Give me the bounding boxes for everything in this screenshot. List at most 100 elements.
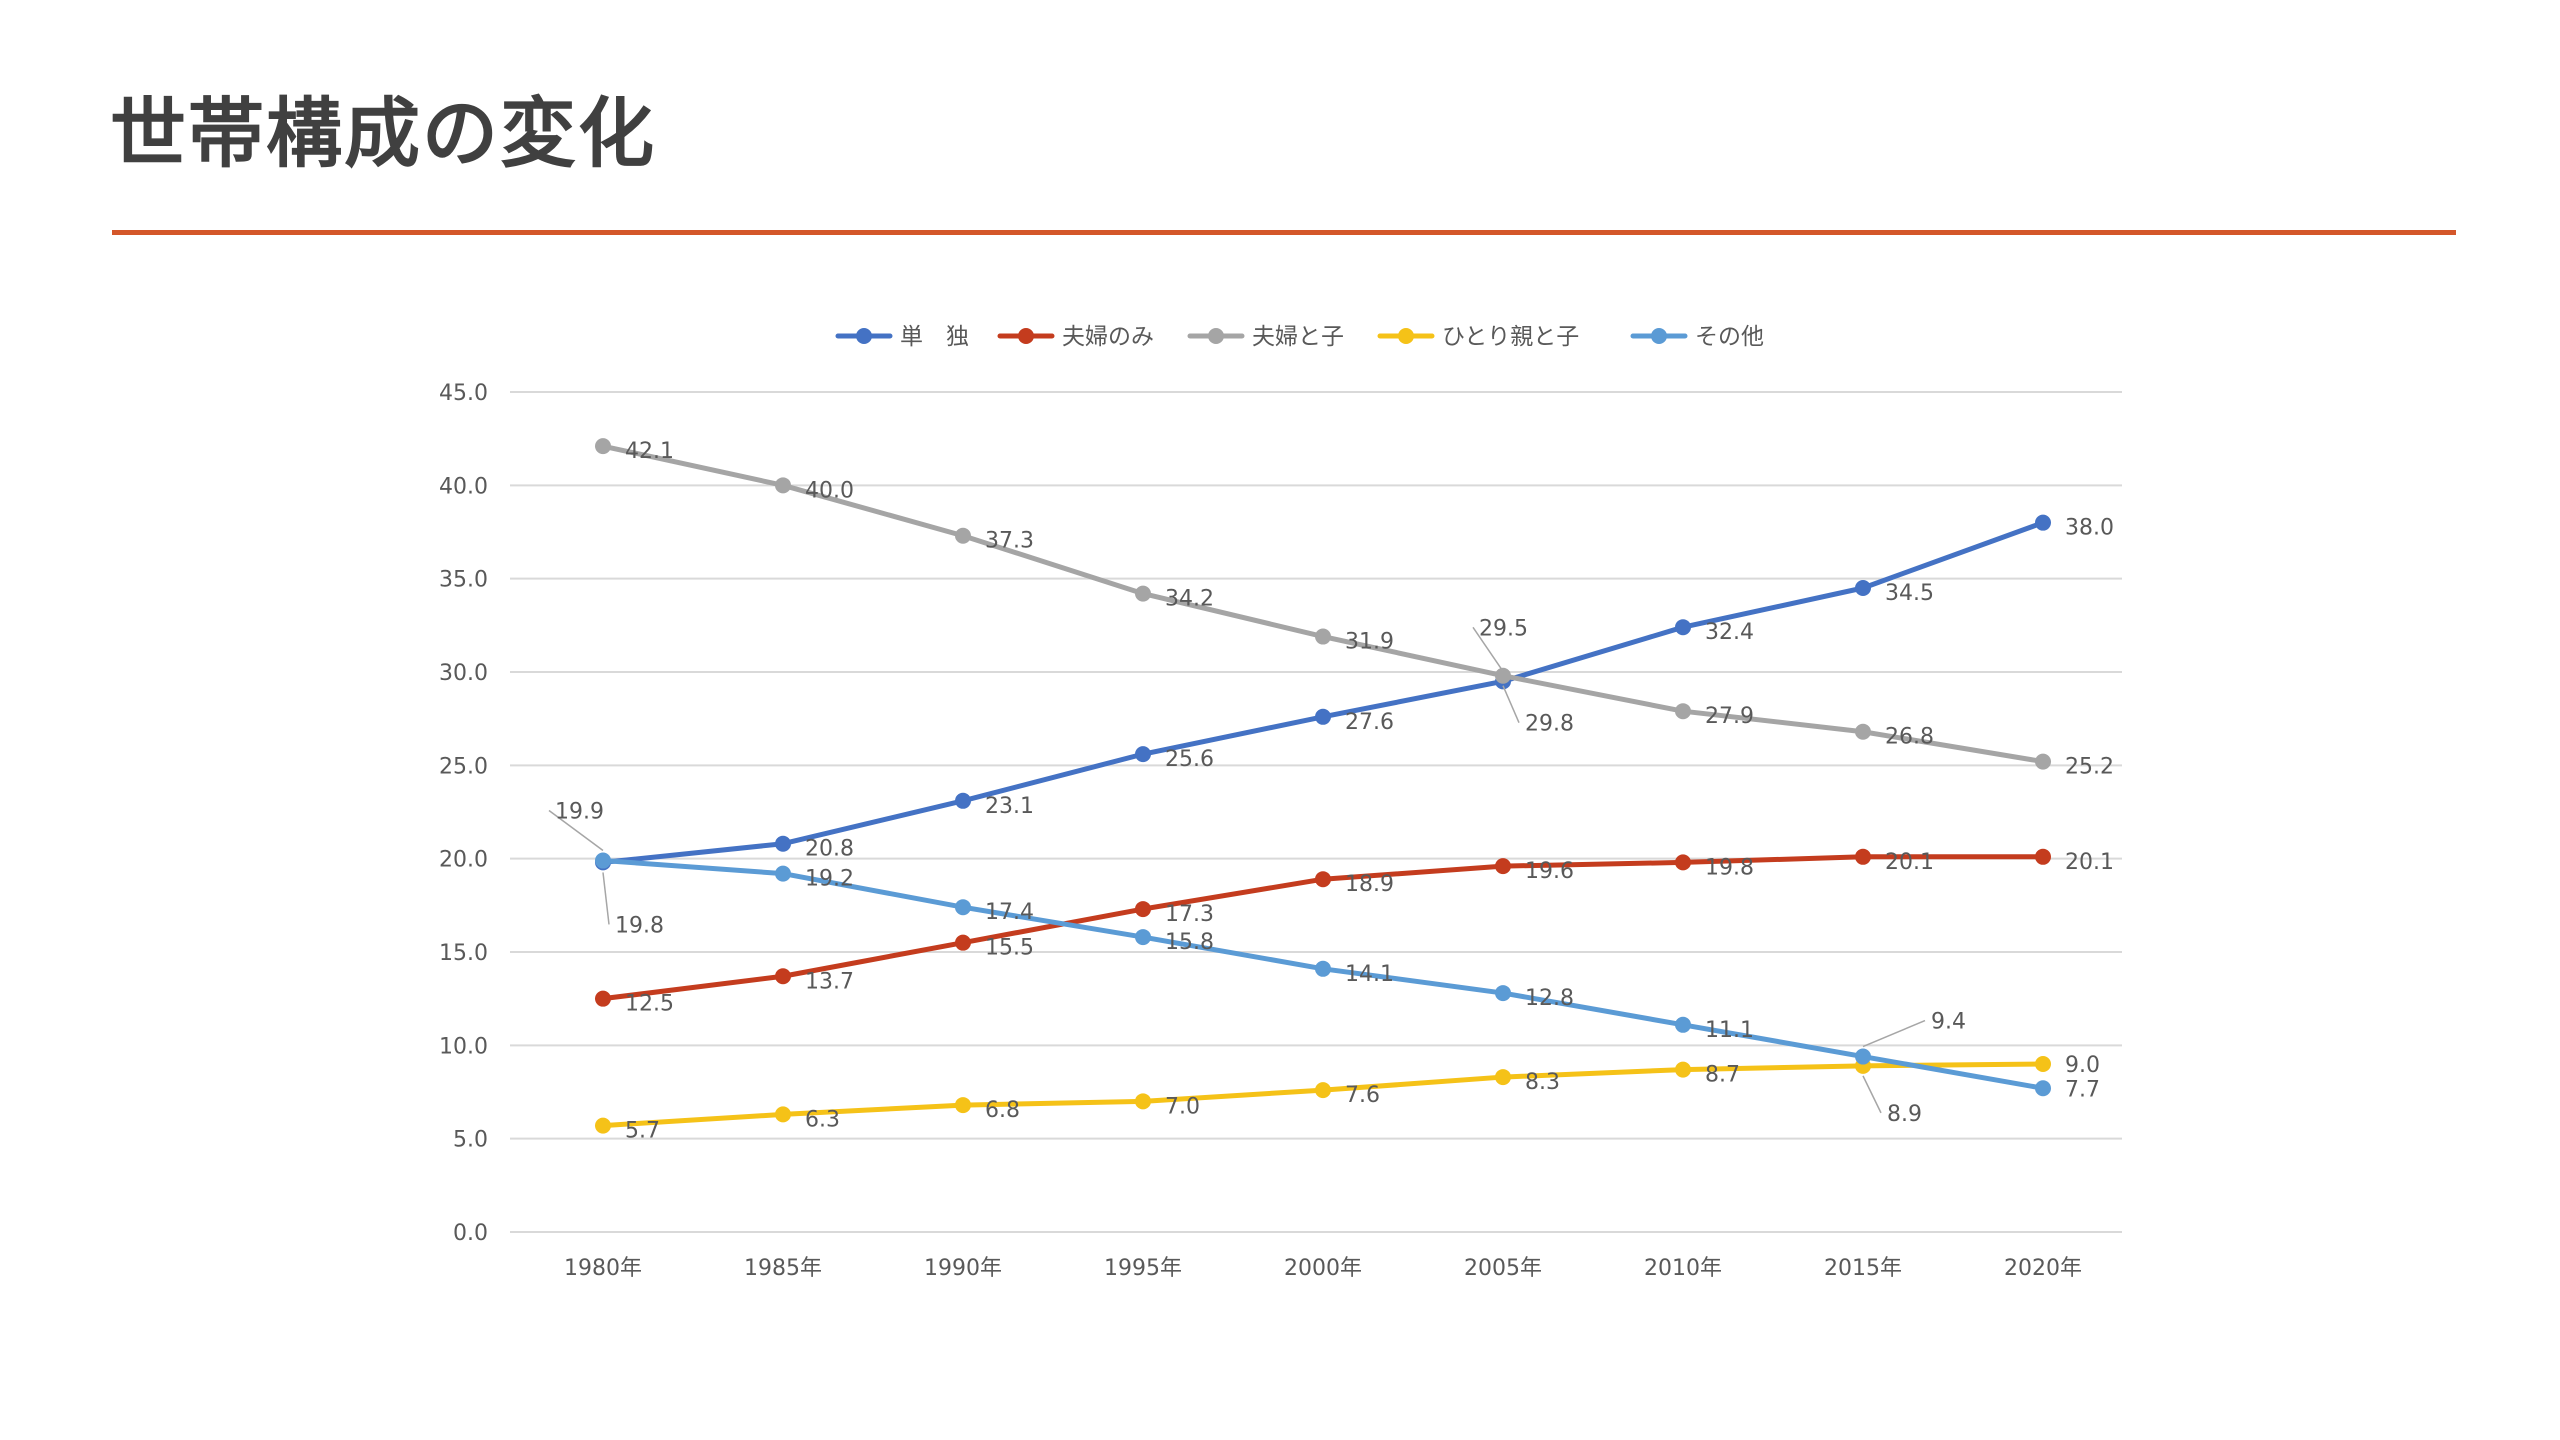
data-label: 31.9 bbox=[1345, 630, 1394, 655]
data-label: 7.0 bbox=[1165, 1094, 1200, 1119]
x-tick-label: 1990年 bbox=[924, 1256, 1002, 1281]
label-leader-line bbox=[1862, 1019, 1926, 1048]
data-point bbox=[2035, 1080, 2051, 1097]
data-label: 19.6 bbox=[1525, 859, 1574, 884]
data-point bbox=[1315, 1082, 1331, 1099]
data-label: 20.8 bbox=[805, 837, 854, 862]
legend-label: 夫婦と子 bbox=[1252, 324, 1344, 350]
label-leader-line bbox=[602, 872, 610, 925]
legend-item-1[interactable]: 夫婦のみ bbox=[997, 324, 1154, 350]
data-point bbox=[595, 1117, 611, 1134]
x-tick-label: 2015年 bbox=[1824, 1256, 1902, 1281]
data-label: 20.1 bbox=[1885, 850, 1934, 875]
data-label: 9.0 bbox=[2065, 1053, 2100, 1078]
x-tick-label: 1985年 bbox=[744, 1256, 822, 1281]
data-point bbox=[595, 438, 611, 455]
data-label: 23.1 bbox=[985, 794, 1034, 819]
data-point bbox=[1315, 708, 1331, 725]
data-point bbox=[2035, 753, 2051, 770]
data-point bbox=[775, 835, 791, 852]
data-label: 27.9 bbox=[1705, 704, 1754, 729]
data-label: 12.8 bbox=[1525, 986, 1574, 1011]
data-label: 11.1 bbox=[1705, 1018, 1754, 1043]
label-leader-line bbox=[1472, 626, 1504, 672]
data-point bbox=[1675, 854, 1691, 871]
data-label: 6.3 bbox=[805, 1107, 840, 1132]
y-tick-label: 20.0 bbox=[439, 848, 488, 873]
data-label: 40.0 bbox=[805, 478, 854, 503]
y-tick-label: 15.0 bbox=[439, 941, 488, 966]
data-point bbox=[775, 1106, 791, 1123]
data-label: 8.3 bbox=[1525, 1070, 1560, 1095]
data-label: 26.8 bbox=[1885, 725, 1934, 750]
y-tick-label: 30.0 bbox=[439, 661, 488, 686]
data-point bbox=[1855, 848, 1871, 865]
data-point bbox=[1135, 746, 1151, 763]
data-label: 14.1 bbox=[1345, 962, 1394, 987]
legend-item-2[interactable]: 夫婦と子 bbox=[1187, 324, 1344, 350]
legend-item-0[interactable]: 単 独 bbox=[835, 324, 969, 350]
data-label: 29.8 bbox=[1525, 712, 1574, 737]
label-leader-line bbox=[548, 809, 604, 852]
legend-swatch-marker bbox=[856, 328, 872, 344]
data-label: 19.8 bbox=[615, 913, 664, 938]
legend-swatch-marker bbox=[1651, 328, 1667, 344]
legend-label: その他 bbox=[1695, 324, 1764, 350]
title-underline bbox=[112, 230, 2456, 235]
data-point bbox=[1855, 580, 1871, 596]
x-tick-label: 1995年 bbox=[1104, 1256, 1182, 1281]
legend-item-3[interactable]: ひとり親と子 bbox=[1377, 324, 1579, 350]
data-point bbox=[1135, 585, 1151, 602]
label-leader-line bbox=[1862, 1075, 1882, 1114]
legend[interactable]: 単 独 夫婦のみ 夫婦と子 ひとり親と子 その他 bbox=[835, 324, 1764, 350]
legend-label: 夫婦のみ bbox=[1062, 324, 1154, 350]
gridlines bbox=[510, 391, 2122, 1233]
x-tick-label: 2000年 bbox=[1284, 1256, 1362, 1281]
x-tick-label: 2020年 bbox=[2004, 1256, 2082, 1281]
data-point bbox=[1495, 985, 1511, 1002]
legend-label: 単 独 bbox=[900, 324, 969, 350]
y-tick-label: 0.0 bbox=[453, 1221, 488, 1246]
data-label: 34.5 bbox=[1885, 581, 1934, 606]
y-axis-ticks: 0.0 5.0 10.0 15.0 20.0 25.0 30.0 35.0 40.0 45.0 bbox=[439, 381, 488, 1246]
data-point bbox=[1135, 901, 1151, 918]
legend-item-4[interactable]: その他 bbox=[1630, 324, 1764, 350]
slide-title: 世帯構成の変化 bbox=[110, 89, 656, 178]
data-label: 25.2 bbox=[2065, 755, 2114, 780]
legend-swatch-marker bbox=[1208, 328, 1224, 344]
data-point bbox=[1495, 667, 1511, 684]
data-label: 9.4 bbox=[1931, 1010, 1966, 1035]
data-label: 19.2 bbox=[805, 867, 854, 892]
data-label: 38.0 bbox=[2065, 516, 2114, 541]
data-label: 13.7 bbox=[805, 969, 854, 994]
data-label: 34.2 bbox=[1165, 587, 1214, 612]
data-label: 19.9 bbox=[555, 800, 604, 825]
data-point bbox=[1315, 960, 1331, 977]
data-label: 17.3 bbox=[1165, 902, 1214, 927]
data-label: 7.7 bbox=[2065, 1077, 2100, 1102]
data-point bbox=[775, 865, 791, 882]
data-point bbox=[1135, 1093, 1151, 1110]
y-tick-label: 40.0 bbox=[439, 474, 488, 499]
x-tick-label: 1980年 bbox=[564, 1256, 642, 1281]
legend-label: ひとり親と子 bbox=[1442, 324, 1579, 350]
data-label: 15.8 bbox=[1165, 930, 1214, 955]
data-point bbox=[955, 527, 971, 544]
data-point bbox=[595, 990, 611, 1007]
data-label: 32.4 bbox=[1705, 620, 1754, 645]
data-label: 12.5 bbox=[625, 992, 674, 1017]
y-tick-label: 45.0 bbox=[439, 381, 488, 406]
data-point bbox=[2035, 848, 2051, 865]
data-label: 15.5 bbox=[985, 936, 1034, 961]
data-point bbox=[1675, 1016, 1691, 1033]
y-tick-label: 5.0 bbox=[453, 1128, 488, 1153]
data-point bbox=[1495, 858, 1511, 875]
data-label: 27.6 bbox=[1345, 710, 1394, 735]
data-point bbox=[955, 934, 971, 951]
data-point bbox=[2035, 514, 2051, 531]
data-point bbox=[1495, 1069, 1511, 1086]
y-tick-label: 10.0 bbox=[439, 1034, 488, 1059]
data-point bbox=[1675, 619, 1691, 636]
data-label: 37.3 bbox=[985, 529, 1034, 554]
